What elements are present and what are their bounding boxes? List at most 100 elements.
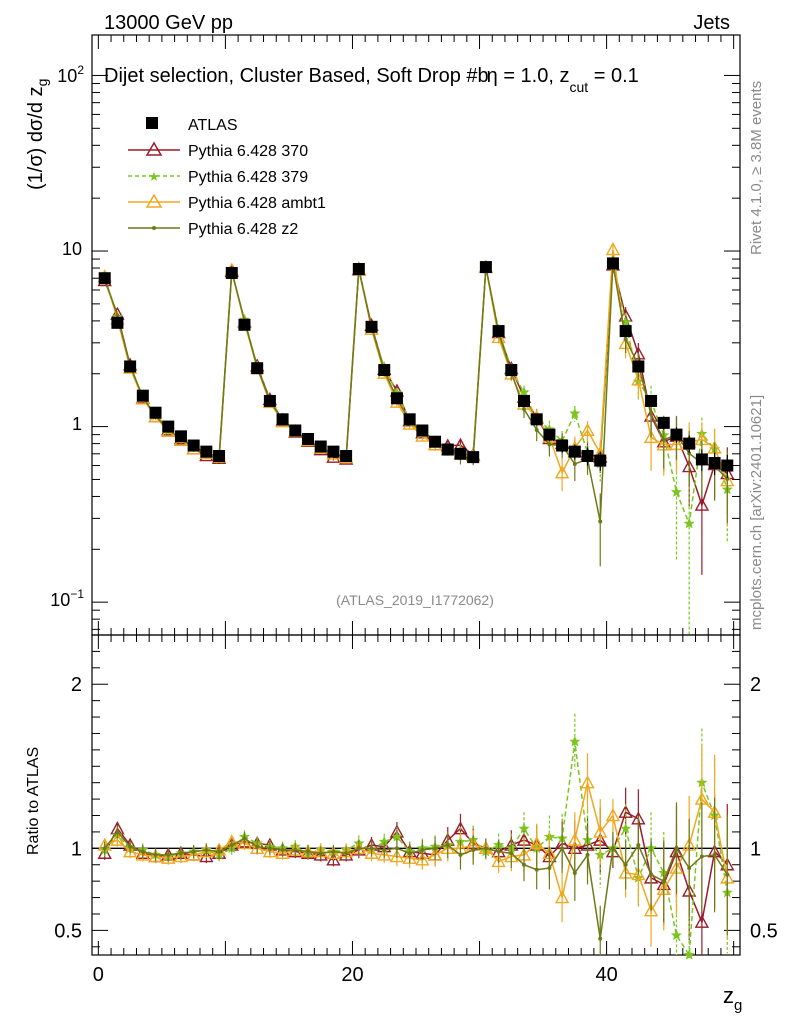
ratio-point	[643, 903, 659, 917]
main-point	[687, 451, 692, 456]
atlas-point	[124, 360, 137, 373]
ratio-point	[580, 775, 595, 789]
atlas-point	[429, 435, 442, 448]
ratio-point	[377, 847, 392, 861]
main-point	[694, 497, 710, 511]
ratio-series-line	[104, 811, 728, 925]
atlas-point	[632, 360, 645, 373]
ratio-point	[275, 845, 290, 859]
ratio-point	[420, 847, 425, 852]
ratio-point	[547, 866, 552, 871]
atlas-point	[619, 325, 632, 338]
ratio-point	[618, 804, 633, 818]
atlas-point	[543, 428, 556, 441]
ratio-point	[554, 890, 570, 904]
ratio-point	[204, 847, 209, 852]
ratio-tick-labels: 0.5 0.5 1 1 2 2	[54, 674, 778, 942]
atlas-point	[467, 451, 480, 464]
main-series-0	[97, 257, 735, 575]
ratio-point	[518, 822, 530, 834]
atlas-point	[708, 457, 721, 470]
main-point	[522, 406, 526, 411]
legend-marker-379: ★	[148, 170, 160, 185]
ratio-series-1	[99, 713, 733, 960]
ratio-tick-label-left: 1	[71, 838, 82, 860]
ratio-point	[148, 849, 163, 863]
mcplots-label: mcplots.cern.ch [arXiv:2401.10621]	[748, 395, 765, 630]
ratio-plot-frame	[91, 634, 741, 956]
main-point	[580, 422, 595, 437]
ratio-point	[318, 851, 323, 856]
ratio-tick-label-right: 0.5	[750, 920, 778, 942]
ratio-point	[670, 929, 682, 941]
ratio-point	[382, 847, 387, 852]
ratio-point	[407, 851, 412, 856]
main-point	[683, 517, 695, 529]
plot-title-eta: η = 1.0, z	[487, 65, 570, 87]
y-axis-label-ratio: Ratio to ATLAS	[25, 747, 42, 855]
atlas-point	[390, 392, 403, 405]
ratio-point	[585, 852, 590, 857]
legend: ATLAS Pythia 6.428 370 ★ Pythia 6.428 37…	[128, 117, 326, 238]
x-axis-label-sub: g	[734, 997, 742, 1014]
ratio-point	[522, 862, 526, 867]
ratio-plot-data	[97, 713, 735, 960]
ratio-point	[712, 852, 717, 857]
ratio-point	[661, 879, 666, 884]
atlas-point	[568, 445, 581, 458]
main-point	[534, 427, 539, 432]
atlas-point	[530, 413, 543, 426]
atlas-point	[340, 449, 353, 462]
atlas-point	[200, 445, 213, 458]
ratio-point	[687, 866, 692, 871]
main-point	[670, 486, 682, 497]
ratio-point	[649, 872, 654, 877]
main-point	[518, 386, 530, 397]
x-tick-label: 40	[595, 964, 617, 986]
legend-marker-ambt1	[145, 193, 163, 208]
ratio-point	[128, 844, 133, 849]
atlas-point	[721, 459, 734, 472]
ratio-point	[249, 840, 265, 855]
atlas-point	[594, 454, 607, 467]
ratio-point	[605, 808, 621, 822]
ratio-point	[593, 824, 608, 838]
main-series-line	[103, 263, 728, 522]
ratio-point	[433, 846, 438, 851]
atlas-point	[302, 432, 314, 445]
ratio-point	[267, 846, 272, 851]
atlas-data-points	[98, 257, 734, 478]
legend-label-z2: Pythia 6.428 z2	[188, 221, 298, 238]
y-axis-label-main-sub: g	[34, 79, 50, 87]
ratio-point	[110, 832, 125, 846]
atlas-point	[98, 272, 111, 285]
atlas-point	[441, 443, 454, 456]
atlas-point	[505, 364, 518, 377]
plot-title-tail: = 0.1	[588, 65, 639, 87]
x-tick-label: 0	[93, 964, 104, 986]
ratio-series-line	[104, 830, 728, 939]
legend-label-ambt1: Pythia 6.428 ambt1	[188, 195, 326, 212]
ratio-point	[186, 847, 201, 861]
ratio-point	[173, 849, 189, 863]
ratio-point	[598, 936, 603, 941]
main-series-line	[103, 263, 729, 527]
legend-marker-z2	[152, 226, 156, 230]
ratio-point	[725, 872, 730, 877]
ratio-point	[491, 853, 506, 868]
atlas-point	[238, 318, 251, 331]
ratio-point	[427, 847, 443, 861]
main-point	[623, 337, 628, 342]
atlas-point	[670, 428, 683, 441]
atlas-point	[251, 362, 264, 375]
ratio-point	[331, 849, 336, 854]
y-axis-label-main: (1/σ) dσ/d zg	[25, 79, 50, 190]
ratio-series-3	[102, 797, 730, 955]
ratio-series-line	[104, 782, 729, 913]
ratio-point	[631, 867, 646, 881]
main-point	[572, 462, 577, 467]
ratio-point	[683, 949, 695, 960]
ratio-point	[415, 852, 430, 866]
ratio-point	[153, 852, 158, 857]
main-point	[661, 437, 666, 442]
